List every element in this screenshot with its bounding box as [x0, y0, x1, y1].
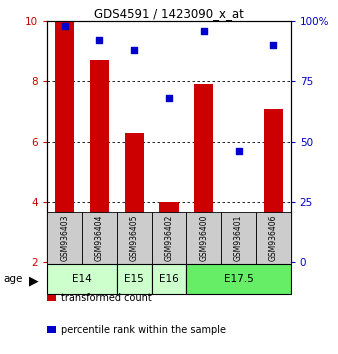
Point [201, 28, 207, 34]
Bar [229, 244, 248, 262]
Text: GSM936405: GSM936405 [130, 215, 139, 261]
Point [166, 96, 172, 101]
Bar [125, 133, 144, 262]
Point [62, 23, 67, 29]
Bar [194, 85, 213, 262]
Bar [55, 21, 74, 262]
Text: GSM936403: GSM936403 [60, 215, 69, 261]
Point [271, 42, 276, 48]
Text: GSM936402: GSM936402 [165, 215, 173, 261]
Bar [160, 202, 178, 262]
Text: GSM936404: GSM936404 [95, 215, 104, 261]
Point [131, 47, 137, 53]
Point [97, 38, 102, 43]
Text: percentile rank within the sample: percentile rank within the sample [61, 325, 226, 335]
Point [236, 148, 241, 154]
Text: E16: E16 [159, 274, 179, 284]
Text: E15: E15 [124, 274, 144, 284]
Text: E17.5: E17.5 [224, 274, 254, 284]
Text: E14: E14 [72, 274, 92, 284]
Title: GDS4591 / 1423090_x_at: GDS4591 / 1423090_x_at [94, 7, 244, 20]
Bar [264, 109, 283, 262]
Text: GSM936406: GSM936406 [269, 215, 278, 261]
Bar [90, 61, 109, 262]
Text: ▶: ▶ [29, 274, 38, 287]
Text: transformed count: transformed count [61, 293, 151, 303]
Text: GSM936401: GSM936401 [234, 215, 243, 261]
Text: GSM936400: GSM936400 [199, 215, 208, 261]
Text: age: age [3, 274, 23, 284]
